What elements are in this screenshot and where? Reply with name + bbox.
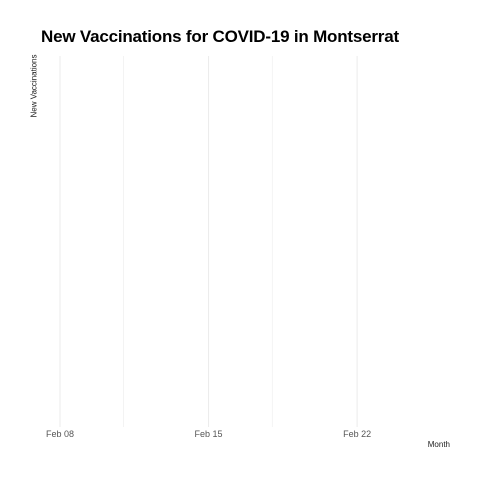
x-axis-label: Month [427, 440, 450, 449]
x-tick-label: Feb 22 [343, 429, 371, 439]
chart-title: New Vaccinations for COVID-19 in Montser… [41, 27, 399, 46]
x-tick-label: Feb 15 [195, 429, 223, 439]
x-tick-label: Feb 08 [46, 429, 74, 439]
x-tick-labels: Feb 08 Feb 15 Feb 22 [46, 429, 371, 439]
gridlines [59, 56, 358, 427]
